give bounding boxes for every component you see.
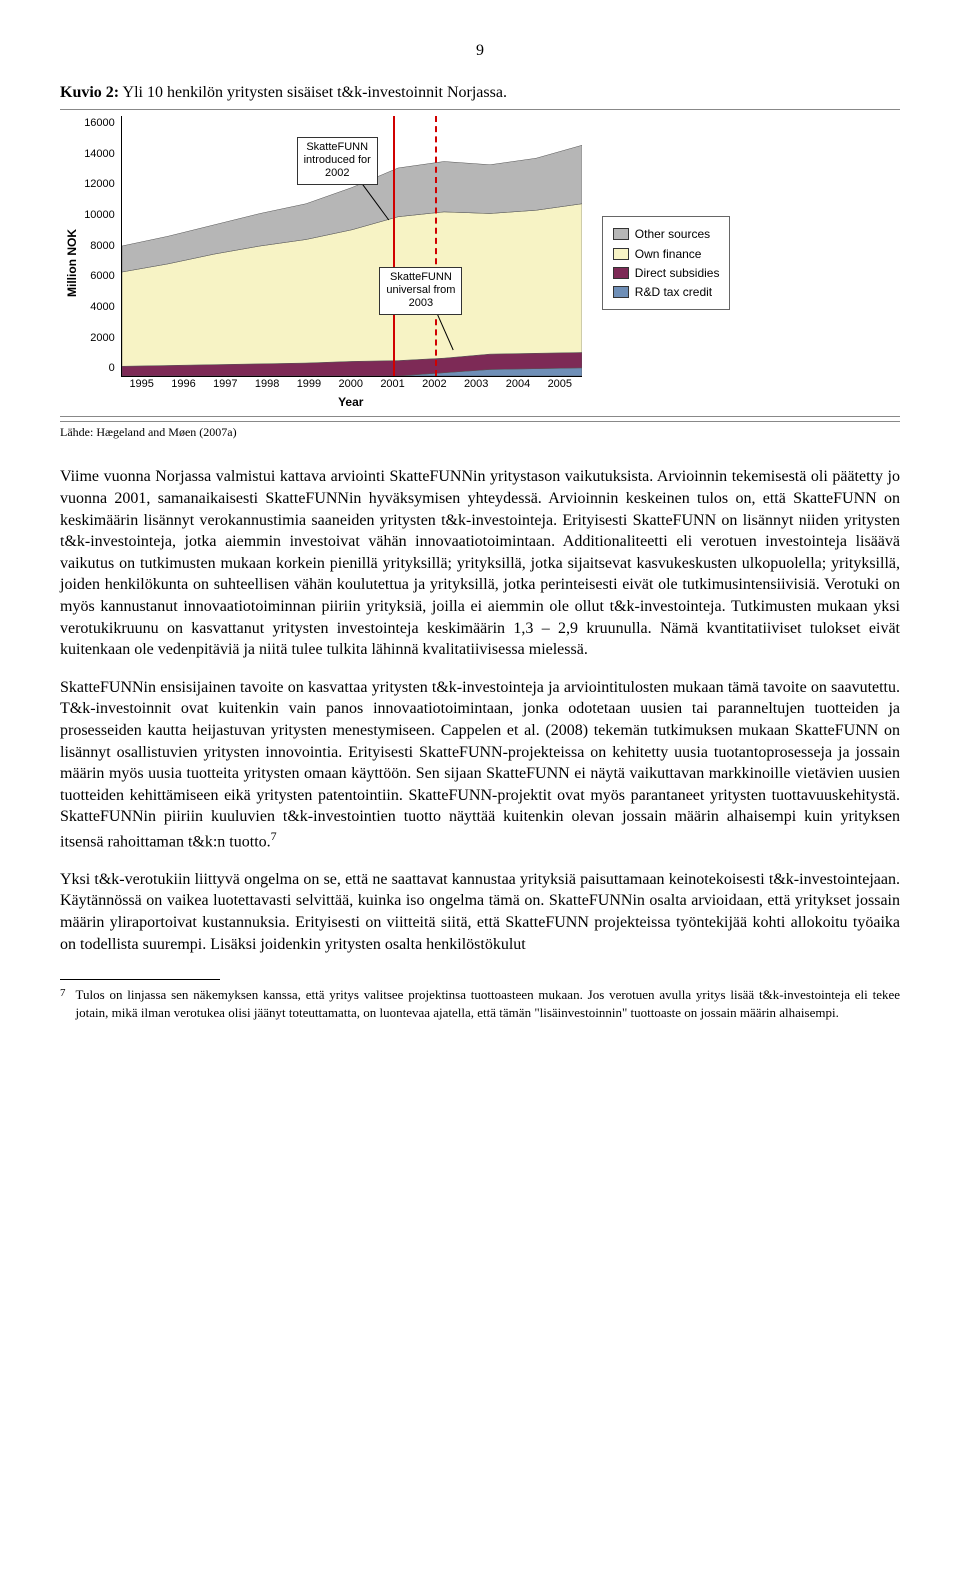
legend-swatch <box>613 286 629 298</box>
x-tick: 1998 <box>246 377 288 392</box>
callout-line1: SkatteFUNN <box>386 271 455 284</box>
footnote-separator <box>60 979 220 980</box>
footnote-number: 7 <box>60 986 66 1021</box>
y-tick: 6000 <box>84 269 115 284</box>
callout-introduced-2002: SkatteFUNN introduced for 2002 <box>297 137 378 185</box>
figure-title: Kuvio 2: Yli 10 henkilön yritysten sisäi… <box>60 82 900 104</box>
figure-source: Lähde: Hægeland and Møen (2007a) <box>60 421 900 440</box>
y-axis-label: Million NOK <box>60 229 84 297</box>
legend-swatch <box>613 228 629 240</box>
legend-label: Own finance <box>635 246 702 262</box>
legend-label: Direct subsidies <box>635 265 720 281</box>
legend-swatch <box>613 248 629 260</box>
callout-line3: 2003 <box>386 297 455 310</box>
x-tick: 2002 <box>413 377 455 392</box>
figure-label-bold: Kuvio 2: <box>60 84 119 101</box>
y-tick: 8000 <box>84 239 115 254</box>
chart-container: Million NOK 16000 14000 12000 10000 8000 6000… <box>60 109 900 417</box>
footnote-ref-7: 7 <box>271 829 277 843</box>
y-tick: 2000 <box>84 331 115 346</box>
callout-universal-2003: SkatteFUNN universal from 2003 <box>379 267 462 315</box>
legend-item: Direct subsidies <box>613 265 720 281</box>
legend-item: Own finance <box>613 246 720 262</box>
legend-item: Other sources <box>613 226 720 242</box>
legend-swatch <box>613 267 629 279</box>
legend-label: R&D tax credit <box>635 284 712 300</box>
x-tick: 1999 <box>288 377 330 392</box>
y-tick: 12000 <box>84 177 115 192</box>
x-tick: 1996 <box>163 377 205 392</box>
body-paragraph-1: Viime vuonna Norjassa valmistui kattava … <box>60 466 900 660</box>
reference-line-2001 <box>393 116 395 376</box>
y-tick: 10000 <box>84 208 115 223</box>
x-tick: 2001 <box>372 377 414 392</box>
callout-line1: SkatteFUNN <box>304 141 371 154</box>
p2-text: SkatteFUNNin ensisijainen tavoite on kas… <box>60 679 900 850</box>
figure-label-rest: Yli 10 henkilön yritysten sisäiset t&k-i… <box>119 84 507 101</box>
legend-item: R&D tax credit <box>613 284 720 300</box>
x-tick: 2000 <box>330 377 372 392</box>
chart-plot-area: SkatteFUNN introduced for 2002 SkatteFUN… <box>121 116 582 377</box>
x-tick: 1997 <box>204 377 246 392</box>
body-paragraph-2: SkatteFUNNin ensisijainen tavoite on kas… <box>60 677 900 853</box>
footnote-7: 7 Tulos on linjassa sen näkemyksen kanss… <box>60 986 900 1021</box>
footnote-text: Tulos on linjassa sen näkemyksen kanssa,… <box>76 986 901 1021</box>
chart-legend: Other sources Own finance Direct subsidies… <box>602 216 731 310</box>
y-tick: 14000 <box>84 147 115 162</box>
x-tick: 2003 <box>455 377 497 392</box>
x-tick: 2005 <box>539 377 581 392</box>
x-axis-label: Year <box>121 394 581 410</box>
body-paragraph-3: Yksi t&k-verotukiin liittyvä ongelma on … <box>60 869 900 955</box>
y-tick: 4000 <box>84 300 115 315</box>
x-axis-ticks: 1995199619971998199920002001200220032004… <box>121 377 581 392</box>
callout-line2: introduced for <box>304 154 371 167</box>
reference-line-2002 <box>435 116 437 376</box>
y-tick: 0 <box>84 361 115 376</box>
x-tick: 1995 <box>121 377 163 392</box>
y-axis-ticks: 16000 14000 12000 10000 8000 6000 4000 2000 0 <box>84 116 121 376</box>
callout-line2: universal from <box>386 284 455 297</box>
x-tick: 2004 <box>497 377 539 392</box>
page-number: 9 <box>60 40 900 62</box>
y-tick: 16000 <box>84 116 115 131</box>
legend-label: Other sources <box>635 226 710 242</box>
callout-line3: 2002 <box>304 167 371 180</box>
